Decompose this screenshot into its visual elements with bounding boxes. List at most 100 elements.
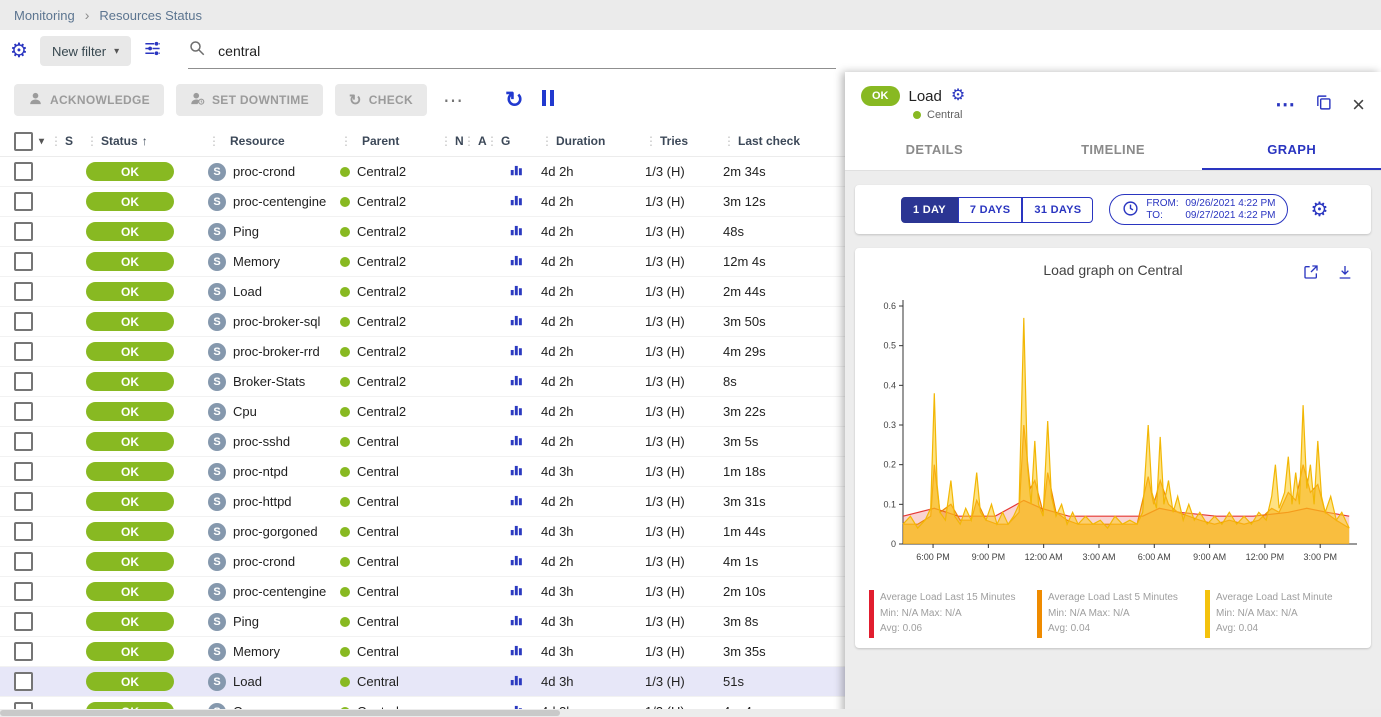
table-row[interactable]: OK S proc-broker-sql Central2 4d 2h 1/3 … bbox=[0, 307, 845, 337]
column-header-g[interactable]: ⋮ G bbox=[486, 134, 511, 148]
horizontal-scrollbar[interactable] bbox=[0, 709, 1381, 717]
copy-link-icon[interactable] bbox=[1315, 94, 1332, 116]
tab-timeline[interactable]: TIMELINE bbox=[1081, 142, 1145, 157]
breadcrumb-resources-status[interactable]: Resources Status bbox=[99, 7, 202, 23]
search-input[interactable] bbox=[216, 41, 837, 60]
select-all-checkbox[interactable] bbox=[14, 131, 33, 151]
graph-icon[interactable] bbox=[509, 223, 523, 240]
graph-icon[interactable] bbox=[509, 403, 523, 420]
resource-settings-gear-icon[interactable]: ⚙ bbox=[950, 87, 966, 104]
graph-icon[interactable] bbox=[509, 163, 523, 180]
row-checkbox[interactable] bbox=[14, 312, 33, 331]
refresh-icon[interactable]: ↻ bbox=[504, 87, 524, 112]
graph-icon[interactable] bbox=[509, 613, 523, 630]
table-row[interactable]: OK S Memory Central2 4d 2h 1/3 (H) 12m 4… bbox=[0, 247, 845, 277]
from-to-range-control[interactable]: FROM: 09/26/2021 4:22 PM TO: 09/27/2021 4:… bbox=[1109, 194, 1289, 225]
column-header-tries[interactable]: ⋮ Tries bbox=[645, 134, 689, 148]
graph-icon[interactable] bbox=[509, 253, 523, 270]
graph-icon[interactable] bbox=[509, 313, 523, 330]
close-panel-icon[interactable]: × bbox=[1352, 91, 1365, 117]
row-checkbox[interactable] bbox=[14, 702, 33, 709]
filter-settings-gear-icon[interactable]: ⚙ bbox=[10, 40, 28, 62]
table-row[interactable]: OK S proc-httpd Central 4d 2h 1/3 (H) 3m… bbox=[0, 487, 845, 517]
row-checkbox[interactable] bbox=[14, 612, 33, 631]
breadcrumb-monitoring[interactable]: Monitoring bbox=[14, 7, 75, 23]
graph-icon[interactable] bbox=[509, 373, 523, 390]
row-checkbox[interactable] bbox=[14, 582, 33, 601]
table-row[interactable]: OK S proc-sshd Central 4d 2h 1/3 (H) 3m … bbox=[0, 427, 845, 457]
time-button-31-days[interactable]: 31 DAYS bbox=[1022, 196, 1094, 223]
row-checkbox[interactable] bbox=[14, 342, 33, 361]
column-header-n[interactable]: ⋮ N bbox=[440, 134, 464, 148]
to-label: TO: bbox=[1146, 210, 1163, 221]
row-checkbox[interactable] bbox=[14, 462, 33, 481]
pause-icon[interactable] bbox=[541, 89, 555, 111]
graph-icon[interactable] bbox=[509, 433, 523, 450]
time-button-1-day[interactable]: 1 DAY bbox=[901, 196, 958, 223]
graph-icon[interactable] bbox=[509, 463, 523, 480]
row-checkbox[interactable] bbox=[14, 672, 33, 691]
graph-icon[interactable] bbox=[509, 643, 523, 660]
duration-value: 4d 2h bbox=[541, 254, 574, 269]
table-row[interactable]: OK S Broker-Stats Central2 4d 2h 1/3 (H)… bbox=[0, 367, 845, 397]
table-row[interactable]: OK S proc-crond Central 4d 2h 1/3 (H) 4m… bbox=[0, 547, 845, 577]
row-checkbox[interactable] bbox=[14, 192, 33, 211]
graph-icon[interactable] bbox=[509, 493, 523, 510]
column-header-duration[interactable]: ⋮ Duration bbox=[541, 134, 606, 148]
table-row[interactable]: OK S proc-broker-rrd Central2 4d 2h 1/3 … bbox=[0, 337, 845, 367]
table-row[interactable]: OK S Cpu Central2 4d 2h 1/3 (H) 3m 22s bbox=[0, 397, 845, 427]
tab-graph[interactable]: GRAPH bbox=[1202, 129, 1381, 170]
table-row[interactable]: OK S proc-centengine Central 4d 3h 1/3 (… bbox=[0, 577, 845, 607]
time-button-7-days[interactable]: 7 DAYS bbox=[957, 196, 1023, 223]
graph-icon[interactable] bbox=[509, 583, 523, 600]
scrollbar-thumb[interactable] bbox=[0, 710, 560, 716]
graph-icon[interactable] bbox=[509, 343, 523, 360]
row-checkbox[interactable] bbox=[14, 252, 33, 271]
open-in-new-icon[interactable] bbox=[1303, 264, 1319, 285]
table-row[interactable]: OK S Memory Central 4d 3h 1/3 (H) 3m 35s bbox=[0, 637, 845, 667]
table-row[interactable]: OK S proc-ntpd Central 4d 3h 1/3 (H) 1m … bbox=[0, 457, 845, 487]
row-checkbox[interactable] bbox=[14, 282, 33, 301]
table-row[interactable]: OK S Load Central2 4d 2h 1/3 (H) 2m 44s bbox=[0, 277, 845, 307]
select-menu-caret-icon[interactable]: ▾ bbox=[39, 135, 45, 147]
table-row[interactable]: OK S proc-crond Central2 4d 2h 1/3 (H) 2… bbox=[0, 157, 845, 187]
graph-icon[interactable] bbox=[509, 193, 523, 210]
row-checkbox[interactable] bbox=[14, 522, 33, 541]
new-filter-dropdown[interactable]: New filter ▾ bbox=[39, 36, 132, 66]
panel-more-icon[interactable]: ⋯ bbox=[1275, 94, 1296, 116]
row-checkbox[interactable] bbox=[14, 402, 33, 421]
graph-icon[interactable] bbox=[509, 283, 523, 300]
download-icon[interactable] bbox=[1337, 264, 1353, 285]
tab-details[interactable]: DETAILS bbox=[905, 142, 964, 157]
graph-icon[interactable] bbox=[509, 553, 523, 570]
table-row[interactable]: OK S proc-centengine Central2 4d 2h 1/3 … bbox=[0, 187, 845, 217]
row-checkbox[interactable] bbox=[14, 372, 33, 391]
row-checkbox[interactable] bbox=[14, 642, 33, 661]
row-checkbox[interactable] bbox=[14, 162, 33, 181]
graph-settings-gear-icon[interactable]: ⚙ bbox=[1310, 198, 1329, 221]
row-checkbox[interactable] bbox=[14, 552, 33, 571]
column-header-severity[interactable]: ⋮ S bbox=[50, 134, 74, 148]
column-header-status[interactable]: ⋮ Status ↑ bbox=[86, 134, 148, 148]
row-checkbox[interactable] bbox=[14, 432, 33, 451]
more-actions-icon[interactable]: ⋯ bbox=[442, 89, 463, 112]
column-header-resource[interactable]: ⋮ Resource bbox=[208, 134, 285, 148]
table-row[interactable]: OK S Load Central 4d 3h 1/3 (H) 51s bbox=[0, 667, 845, 697]
service-icon: S bbox=[208, 222, 226, 241]
column-header-parent[interactable]: ⋮ Parent bbox=[340, 134, 400, 148]
column-header-a[interactable]: ⋮ A bbox=[463, 134, 487, 148]
table-row[interactable]: OK S proc-gorgoned Central 4d 3h 1/3 (H)… bbox=[0, 517, 845, 547]
row-checkbox[interactable] bbox=[14, 492, 33, 511]
graph-icon[interactable] bbox=[509, 703, 523, 709]
acknowledge-button[interactable]: ACKNOWLEDGE bbox=[14, 84, 164, 116]
table-row[interactable]: OK S Cpu Central 4d 3h 1/3 (H) 4m 4s bbox=[0, 697, 845, 709]
column-header-last-check[interactable]: ⋮ Last check bbox=[723, 134, 801, 148]
tune-filter-icon[interactable] bbox=[143, 39, 162, 63]
check-button[interactable]: ↻ CHECK bbox=[334, 84, 427, 116]
table-row[interactable]: OK S Ping Central2 4d 2h 1/3 (H) 48s bbox=[0, 217, 845, 247]
graph-icon[interactable] bbox=[509, 523, 523, 540]
table-row[interactable]: OK S Ping Central 4d 3h 1/3 (H) 3m 8s bbox=[0, 607, 845, 637]
set-downtime-button[interactable]: SET DOWNTIME bbox=[175, 84, 323, 116]
row-checkbox[interactable] bbox=[14, 222, 33, 241]
graph-icon[interactable] bbox=[509, 673, 523, 690]
